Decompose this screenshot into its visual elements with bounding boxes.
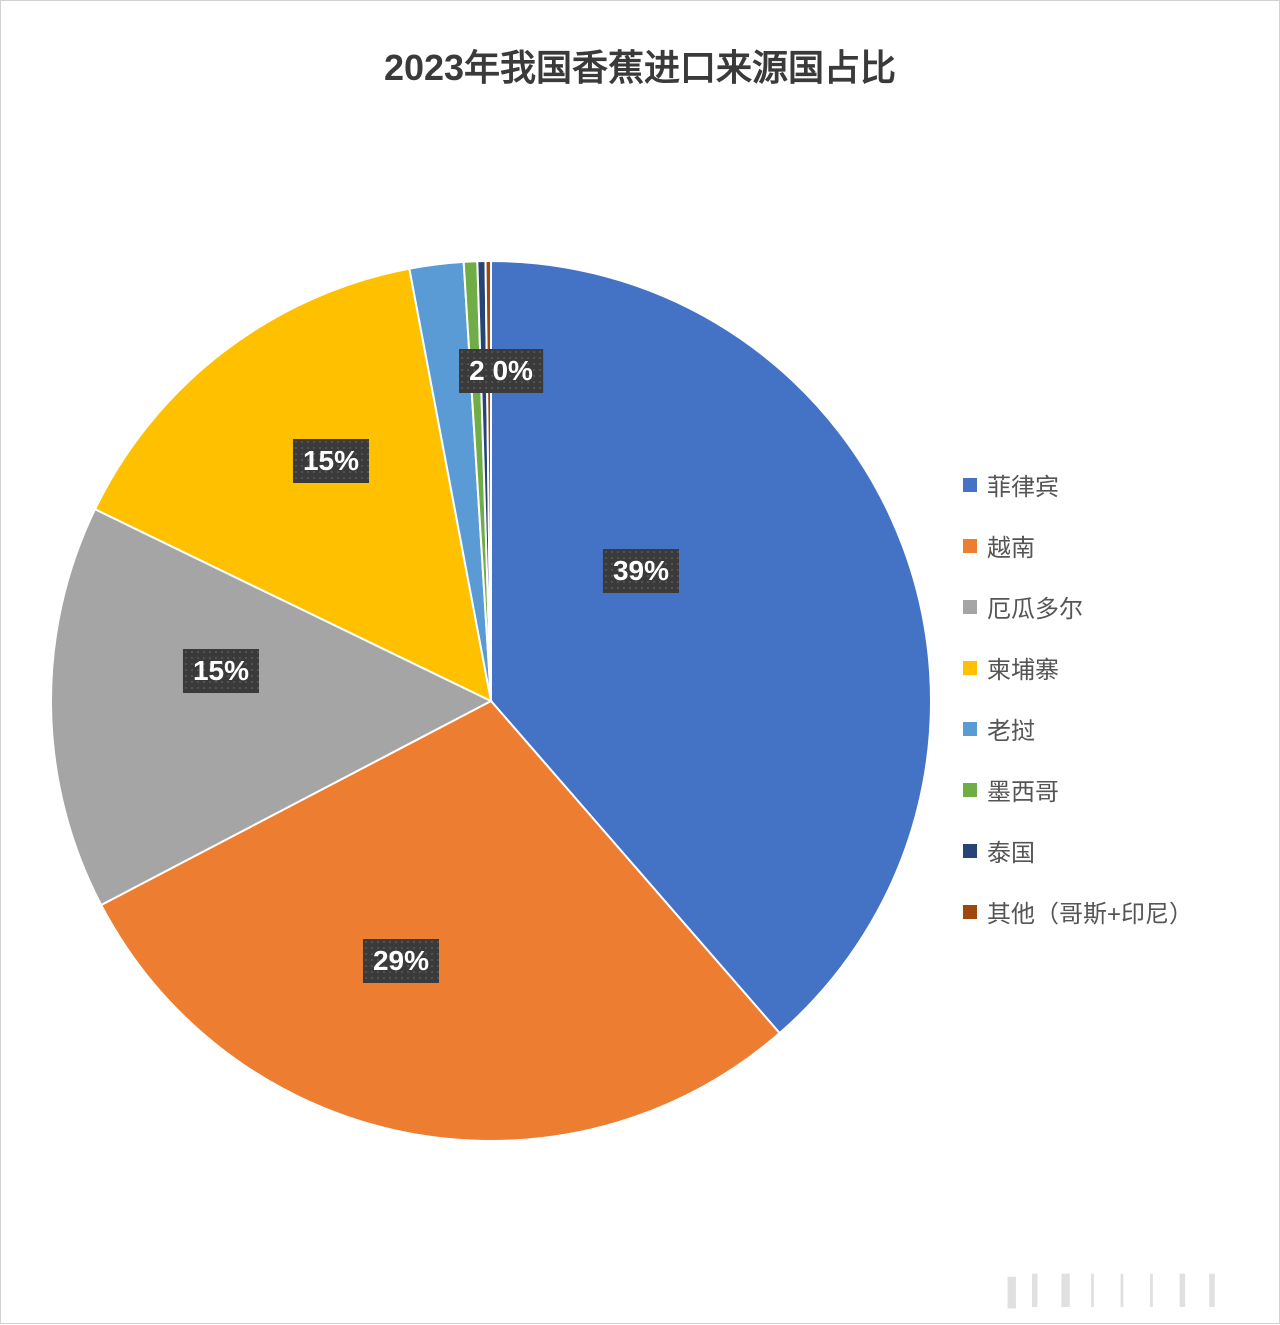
legend-item: 越南 xyxy=(963,528,1193,563)
legend-item: 墨西哥 xyxy=(963,772,1193,807)
legend-swatch xyxy=(963,722,977,736)
legend-label: 老挝 xyxy=(987,711,1035,746)
legend-swatch xyxy=(963,844,977,858)
slice-label: 15% xyxy=(183,649,259,693)
pie-chart-container: 2023年我国香蕉进口来源国占比 菲律宾越南厄瓜多尔柬埔寨老挝墨西哥泰国其他（哥… xyxy=(1,1,1279,1323)
legend-label: 厄瓜多尔 xyxy=(987,589,1083,624)
legend-item: 厄瓜多尔 xyxy=(963,589,1193,624)
slice-label: 39% xyxy=(603,549,679,593)
slice-label: 2 0% xyxy=(459,349,543,393)
legend-swatch xyxy=(963,661,977,675)
legend-item: 老挝 xyxy=(963,711,1193,746)
legend-label: 其他（哥斯+印尼） xyxy=(987,894,1193,929)
legend-swatch xyxy=(963,905,977,919)
slice-label: 29% xyxy=(363,939,439,983)
watermark: ▌▎▍▏▏▏▎▎ xyxy=(1007,1274,1239,1309)
legend-swatch xyxy=(963,478,977,492)
legend-label: 泰国 xyxy=(987,833,1035,868)
legend-swatch xyxy=(963,783,977,797)
legend-label: 墨西哥 xyxy=(987,772,1059,807)
legend-label: 菲律宾 xyxy=(987,467,1059,502)
legend-swatch xyxy=(963,539,977,553)
legend-item: 菲律宾 xyxy=(963,467,1193,502)
legend-item: 柬埔寨 xyxy=(963,650,1193,685)
legend-label: 越南 xyxy=(987,528,1035,563)
legend-label: 柬埔寨 xyxy=(987,650,1059,685)
legend-item: 其他（哥斯+印尼） xyxy=(963,894,1193,929)
legend-swatch xyxy=(963,600,977,614)
slice-label: 15% xyxy=(293,439,369,483)
legend-item: 泰国 xyxy=(963,833,1193,868)
chart-legend: 菲律宾越南厄瓜多尔柬埔寨老挝墨西哥泰国其他（哥斯+印尼） xyxy=(963,467,1193,929)
